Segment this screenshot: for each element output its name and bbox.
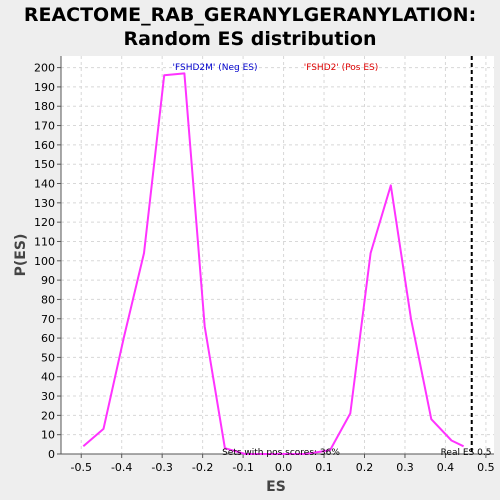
y-tick-label: 90 <box>41 274 55 287</box>
y-tick-label: 120 <box>34 216 55 229</box>
neg-es-label: 'FSHD2M' (Neg ES) <box>173 63 258 73</box>
real-es-text: Real ES 0.5 <box>441 448 492 458</box>
y-tick-label: 20 <box>41 409 55 422</box>
y-tick-label: 110 <box>34 235 55 248</box>
y-tick-label: 0 <box>48 448 55 461</box>
chart-title-line1: REACTOME_RAB_GERANYLGERANYLATION: <box>24 4 476 26</box>
y-axis-label: P(ES) <box>13 234 29 277</box>
grid <box>61 56 494 454</box>
y-tick-label: 170 <box>34 120 55 133</box>
y-tick-label: 140 <box>34 178 55 191</box>
axes: 0 10 20 30 40 50 60 70 80 90 100 110 120 130 140 150 160… <box>34 56 495 474</box>
y-tick-label: 30 <box>41 390 55 403</box>
y-tick-label: 50 <box>41 351 55 364</box>
y-tick-label: 180 <box>34 100 55 113</box>
y-tick-label: 190 <box>34 81 55 94</box>
y-tick-label: 80 <box>41 293 55 306</box>
y-tick-label: 40 <box>41 371 55 384</box>
y-tick-label: 150 <box>34 158 55 171</box>
x-tick-label: -0.1 <box>232 461 253 474</box>
x-tick-label: 0.5 <box>477 461 495 474</box>
x-tick-label: 0.0 <box>275 461 293 474</box>
x-tick-label: 0.1 <box>315 461 333 474</box>
x-tick-label: -0.4 <box>111 461 132 474</box>
x-tick-label: -0.2 <box>192 461 213 474</box>
series-layer <box>82 72 465 455</box>
y-tick-label: 10 <box>41 429 55 442</box>
plot-area <box>61 56 494 454</box>
annotation-layer: 'FSHD2M' (Neg ES) 'FSHD2' (Pos ES) Sets wi… <box>173 56 492 458</box>
y-tick-label: 100 <box>34 255 55 268</box>
pos-scores-text: Sets with pos scores: 36% <box>222 448 340 458</box>
series-line <box>82 72 465 455</box>
y-tick-label: 200 <box>34 62 55 75</box>
pos-es-label: 'FSHD2' (Pos ES) <box>304 63 379 73</box>
x-tick-label: -0.5 <box>70 461 91 474</box>
y-tick-label: 160 <box>34 139 55 152</box>
chart-title-line2: Random ES distribution <box>123 28 376 50</box>
x-tick-label: -0.3 <box>151 461 172 474</box>
y-tick-label: 60 <box>41 332 55 345</box>
x-tick-label: 0.2 <box>356 461 374 474</box>
x-tick-label: 0.3 <box>396 461 414 474</box>
y-tick-label: 130 <box>34 197 55 210</box>
x-tick-label: 0.4 <box>437 461 455 474</box>
y-tick-label: 70 <box>41 313 55 326</box>
x-axis-label: ES <box>266 479 286 495</box>
